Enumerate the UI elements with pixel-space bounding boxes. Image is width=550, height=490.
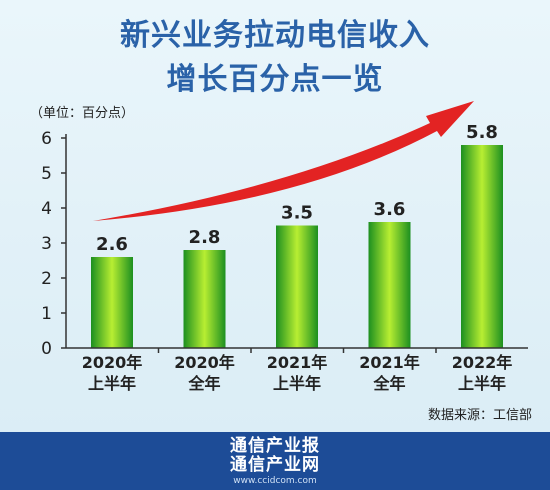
x-category-label: 2021年: [267, 353, 328, 372]
bar: [276, 225, 318, 348]
x-category-label: 全年: [372, 374, 405, 393]
footer-website-name: 通信产业网: [230, 455, 320, 475]
bars: [91, 145, 503, 348]
unit-label: （单位：百分点）: [30, 106, 135, 121]
x-category-label: 2022年: [452, 353, 513, 372]
y-tick-label: 2: [41, 269, 52, 289]
footer-url: www.ccidcom.com: [233, 476, 317, 486]
bar: [183, 250, 226, 348]
bar-value-label: 3.5: [281, 203, 313, 224]
data-source: 数据来源：工信部: [427, 408, 532, 423]
x-category-label: 上半年: [88, 374, 136, 393]
bar: [91, 257, 133, 348]
footer-publication-name: 通信产业报: [230, 436, 320, 456]
bar-value-label: 3.6: [374, 199, 406, 220]
bar-value-label: 2.6: [96, 234, 128, 255]
bar-value-label: 2.8: [189, 227, 221, 248]
title-line-2: 增长百分点一览: [166, 62, 384, 97]
axes: [61, 134, 528, 353]
bar: [368, 222, 411, 348]
y-tick-label: 0: [41, 339, 52, 359]
footer-banner: 通信产业报 通信产业网 www.ccidcom.com: [0, 432, 550, 490]
trend-arrow: [93, 101, 474, 221]
bar: [461, 145, 503, 348]
y-tick-label: 5: [41, 164, 52, 184]
y-tick-label: 3: [41, 234, 52, 254]
x-category-label: 上半年: [458, 374, 506, 393]
y-tick-label: 6: [41, 129, 52, 149]
title-line-1: 新兴业务拉动电信收入: [120, 18, 430, 53]
x-category-label: 全年: [187, 374, 220, 393]
y-tick-label: 1: [41, 304, 52, 324]
y-tick-label: 4: [41, 199, 52, 219]
trend-arrow-shape: [93, 101, 474, 221]
x-category-label: 上半年: [273, 374, 321, 393]
bar-value-label: 5.8: [466, 122, 498, 143]
x-category-label: 2021年: [359, 353, 420, 372]
x-category-label: 2020年: [82, 353, 143, 372]
x-category-label: 2020年: [174, 353, 235, 372]
